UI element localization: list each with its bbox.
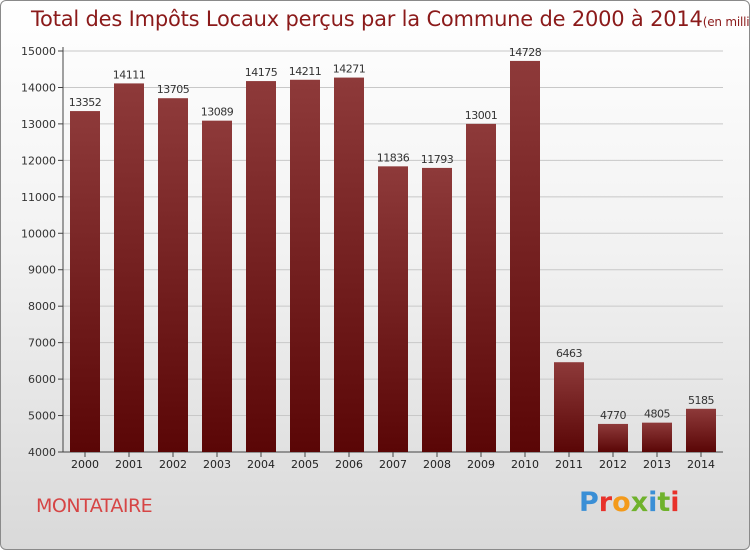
value-label-2003: 13089 <box>201 106 234 119</box>
logo-letter: x <box>630 487 649 518</box>
y-tick-label-7000: 7000 <box>28 337 56 350</box>
bar-2010 <box>510 60 540 452</box>
x-tick-label-2009: 2009 <box>467 458 495 471</box>
x-tick-label-2010: 2010 <box>511 458 539 471</box>
x-tick-label-2011: 2011 <box>555 458 583 471</box>
x-tick-label-2004: 2004 <box>247 458 275 471</box>
chart-title: Total des Impôts Locaux perçus par la Co… <box>31 7 750 31</box>
y-tick-label-13000: 13000 <box>21 118 56 131</box>
x-tick-label-2007: 2007 <box>379 458 407 471</box>
commune-name: MONTATAIRE <box>36 495 153 517</box>
bar-2001 <box>114 83 144 453</box>
logo-letter: o <box>612 487 631 518</box>
y-tick-label-9000: 9000 <box>28 264 56 277</box>
bar-2013 <box>642 422 672 452</box>
value-label-2002: 13705 <box>157 83 190 96</box>
y-tick-label-4000: 4000 <box>28 446 56 459</box>
value-label-2000: 13352 <box>69 96 102 109</box>
y-tick-label-5000: 5000 <box>28 410 56 423</box>
logo-letter: r <box>598 487 613 518</box>
x-tick-label-2000: 2000 <box>71 458 99 471</box>
y-tick-label-8000: 8000 <box>28 300 56 313</box>
chart-title-unit: (en milliers d'€) <box>702 15 750 29</box>
x-tick-label-2001: 2001 <box>115 458 143 471</box>
value-label-2014: 5185 <box>688 394 714 407</box>
y-tick-label-12000: 12000 <box>21 154 56 167</box>
value-label-2004: 14175 <box>245 66 278 79</box>
x-tick-label-2013: 2013 <box>643 458 671 471</box>
x-tick-label-2006: 2006 <box>335 458 363 471</box>
bar-2003 <box>202 120 232 452</box>
bar-2007 <box>378 166 408 453</box>
value-label-2010: 14728 <box>509 46 542 59</box>
x-tick-label-2005: 2005 <box>291 458 319 471</box>
labels: 4000 5000 6000 7000 8000 9000 10000 11000 12000 1… <box>21 45 715 471</box>
proxiti-logo: Proxiti <box>579 487 680 518</box>
x-tick-label-2008: 2008 <box>423 458 451 471</box>
value-label-2008: 11793 <box>421 153 454 166</box>
bar-2014 <box>686 408 716 452</box>
bar-2006 <box>334 77 364 452</box>
y-tick-label-11000: 11000 <box>21 191 56 204</box>
y-tick-label-15000: 15000 <box>21 45 56 58</box>
bar-2005 <box>290 79 320 452</box>
bar-2004 <box>246 81 276 452</box>
bar-2012 <box>598 423 628 452</box>
logo-letter: i <box>670 487 680 518</box>
value-label-2013: 4805 <box>644 408 670 421</box>
bar-2000 <box>70 111 100 452</box>
value-label-2001: 14111 <box>113 68 146 81</box>
value-label-2007: 11836 <box>377 151 410 164</box>
value-label-2005: 14211 <box>289 65 322 78</box>
value-label-2011: 6463 <box>556 347 582 360</box>
x-tick-label-2003: 2003 <box>203 458 231 471</box>
value-label-2006: 14271 <box>333 63 366 76</box>
y-tick-label-10000: 10000 <box>21 227 56 240</box>
value-label-2012: 4770 <box>600 409 626 422</box>
value-label-2009: 13001 <box>465 109 498 122</box>
bars <box>70 60 716 453</box>
logo-letter: i <box>648 487 658 518</box>
y-tick-label-14000: 14000 <box>21 81 56 94</box>
chart-title-text: Total des Impôts Locaux perçus par la Co… <box>31 7 703 31</box>
logo-letter: P <box>579 487 599 518</box>
y-tick-label-6000: 6000 <box>28 373 56 386</box>
bar-2009 <box>466 123 496 453</box>
bar-2011 <box>554 362 584 452</box>
x-tick-label-2014: 2014 <box>687 458 715 471</box>
x-tick-label-2002: 2002 <box>159 458 187 471</box>
bar-2002 <box>158 98 188 453</box>
bar-2008 <box>422 167 452 452</box>
x-tick-label-2012: 2012 <box>599 458 627 471</box>
logo-letter: t <box>657 487 671 518</box>
